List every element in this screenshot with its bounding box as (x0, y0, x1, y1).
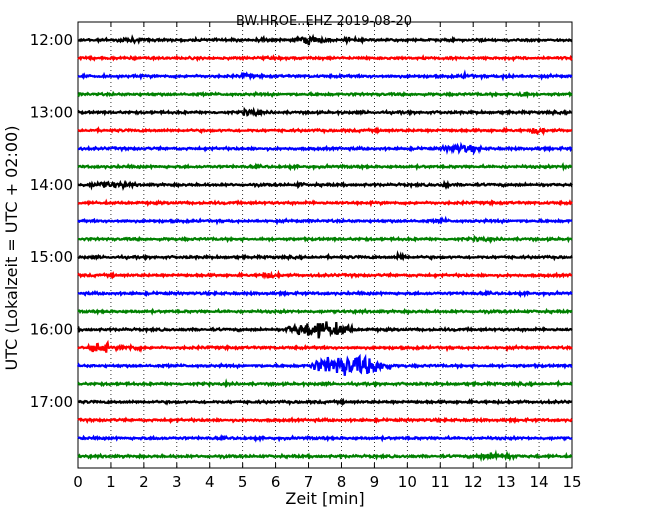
trace-1730 (77, 433, 573, 443)
plot-frame (77, 21, 573, 469)
y-tick-label: 13:00 (30, 103, 73, 121)
trace-1615 (77, 339, 573, 354)
trace-1430 (77, 215, 573, 226)
trace-1200 (77, 33, 573, 46)
trace-1530 (77, 289, 573, 298)
y-tick-label: 12:00 (30, 31, 73, 49)
trace-1545 (77, 307, 573, 316)
trace-1300 (77, 106, 573, 118)
x-tick-label: 10 (398, 473, 417, 491)
x-tick-label: 1 (106, 473, 116, 491)
y-tick-label: 15:00 (30, 248, 73, 266)
trace-lines (76, 33, 573, 463)
trace-1330 (77, 141, 573, 156)
y-tick-label: 14:00 (30, 176, 73, 194)
x-tick-label: 14 (530, 473, 549, 491)
x-tick-label: 11 (431, 473, 450, 491)
x-tick-label: 6 (271, 473, 281, 491)
x-tick-label: 9 (370, 473, 380, 491)
x-tick-label: 0 (73, 473, 83, 491)
trace-1245 (77, 90, 573, 99)
trace-1445 (77, 234, 573, 245)
axis-ticks: 0 1 2 3 4 5 6 7 8 9 10 11 12 13 14 1512:0013:0014:0015:… (30, 22, 582, 491)
x-tick-label: 5 (238, 473, 248, 491)
y-axis-label: UTC (Lokalzeit = UTC + 02:00) (2, 126, 21, 371)
trace-1515 (77, 269, 573, 280)
x-tick-label: 15 (562, 473, 581, 491)
x-tick-label: 3 (172, 473, 182, 491)
trace-1700 (77, 397, 573, 407)
x-tick-label: 4 (205, 473, 215, 491)
x-tick-label: 8 (337, 473, 347, 491)
x-tick-label: 12 (464, 473, 483, 491)
x-tick-label: 2 (139, 473, 149, 491)
trace-1415 (77, 198, 573, 208)
trace-1745 (77, 449, 573, 463)
trace-1645 (77, 378, 573, 389)
trace-1715 (77, 416, 573, 425)
x-tick-label: 7 (304, 473, 314, 491)
trace-1630 (76, 353, 573, 376)
trace-1215 (77, 54, 573, 63)
y-tick-label: 17:00 (30, 393, 73, 411)
x-axis-label: Zeit [min] (285, 489, 364, 508)
trace-1500 (77, 249, 573, 262)
trace-1345 (77, 162, 573, 172)
trace-1230 (77, 69, 573, 82)
x-tick-label: 13 (497, 473, 516, 491)
trace-1400 (77, 179, 573, 191)
trace-1600 (77, 321, 573, 339)
y-tick-label: 16:00 (30, 321, 73, 339)
trace-1315 (77, 125, 573, 137)
